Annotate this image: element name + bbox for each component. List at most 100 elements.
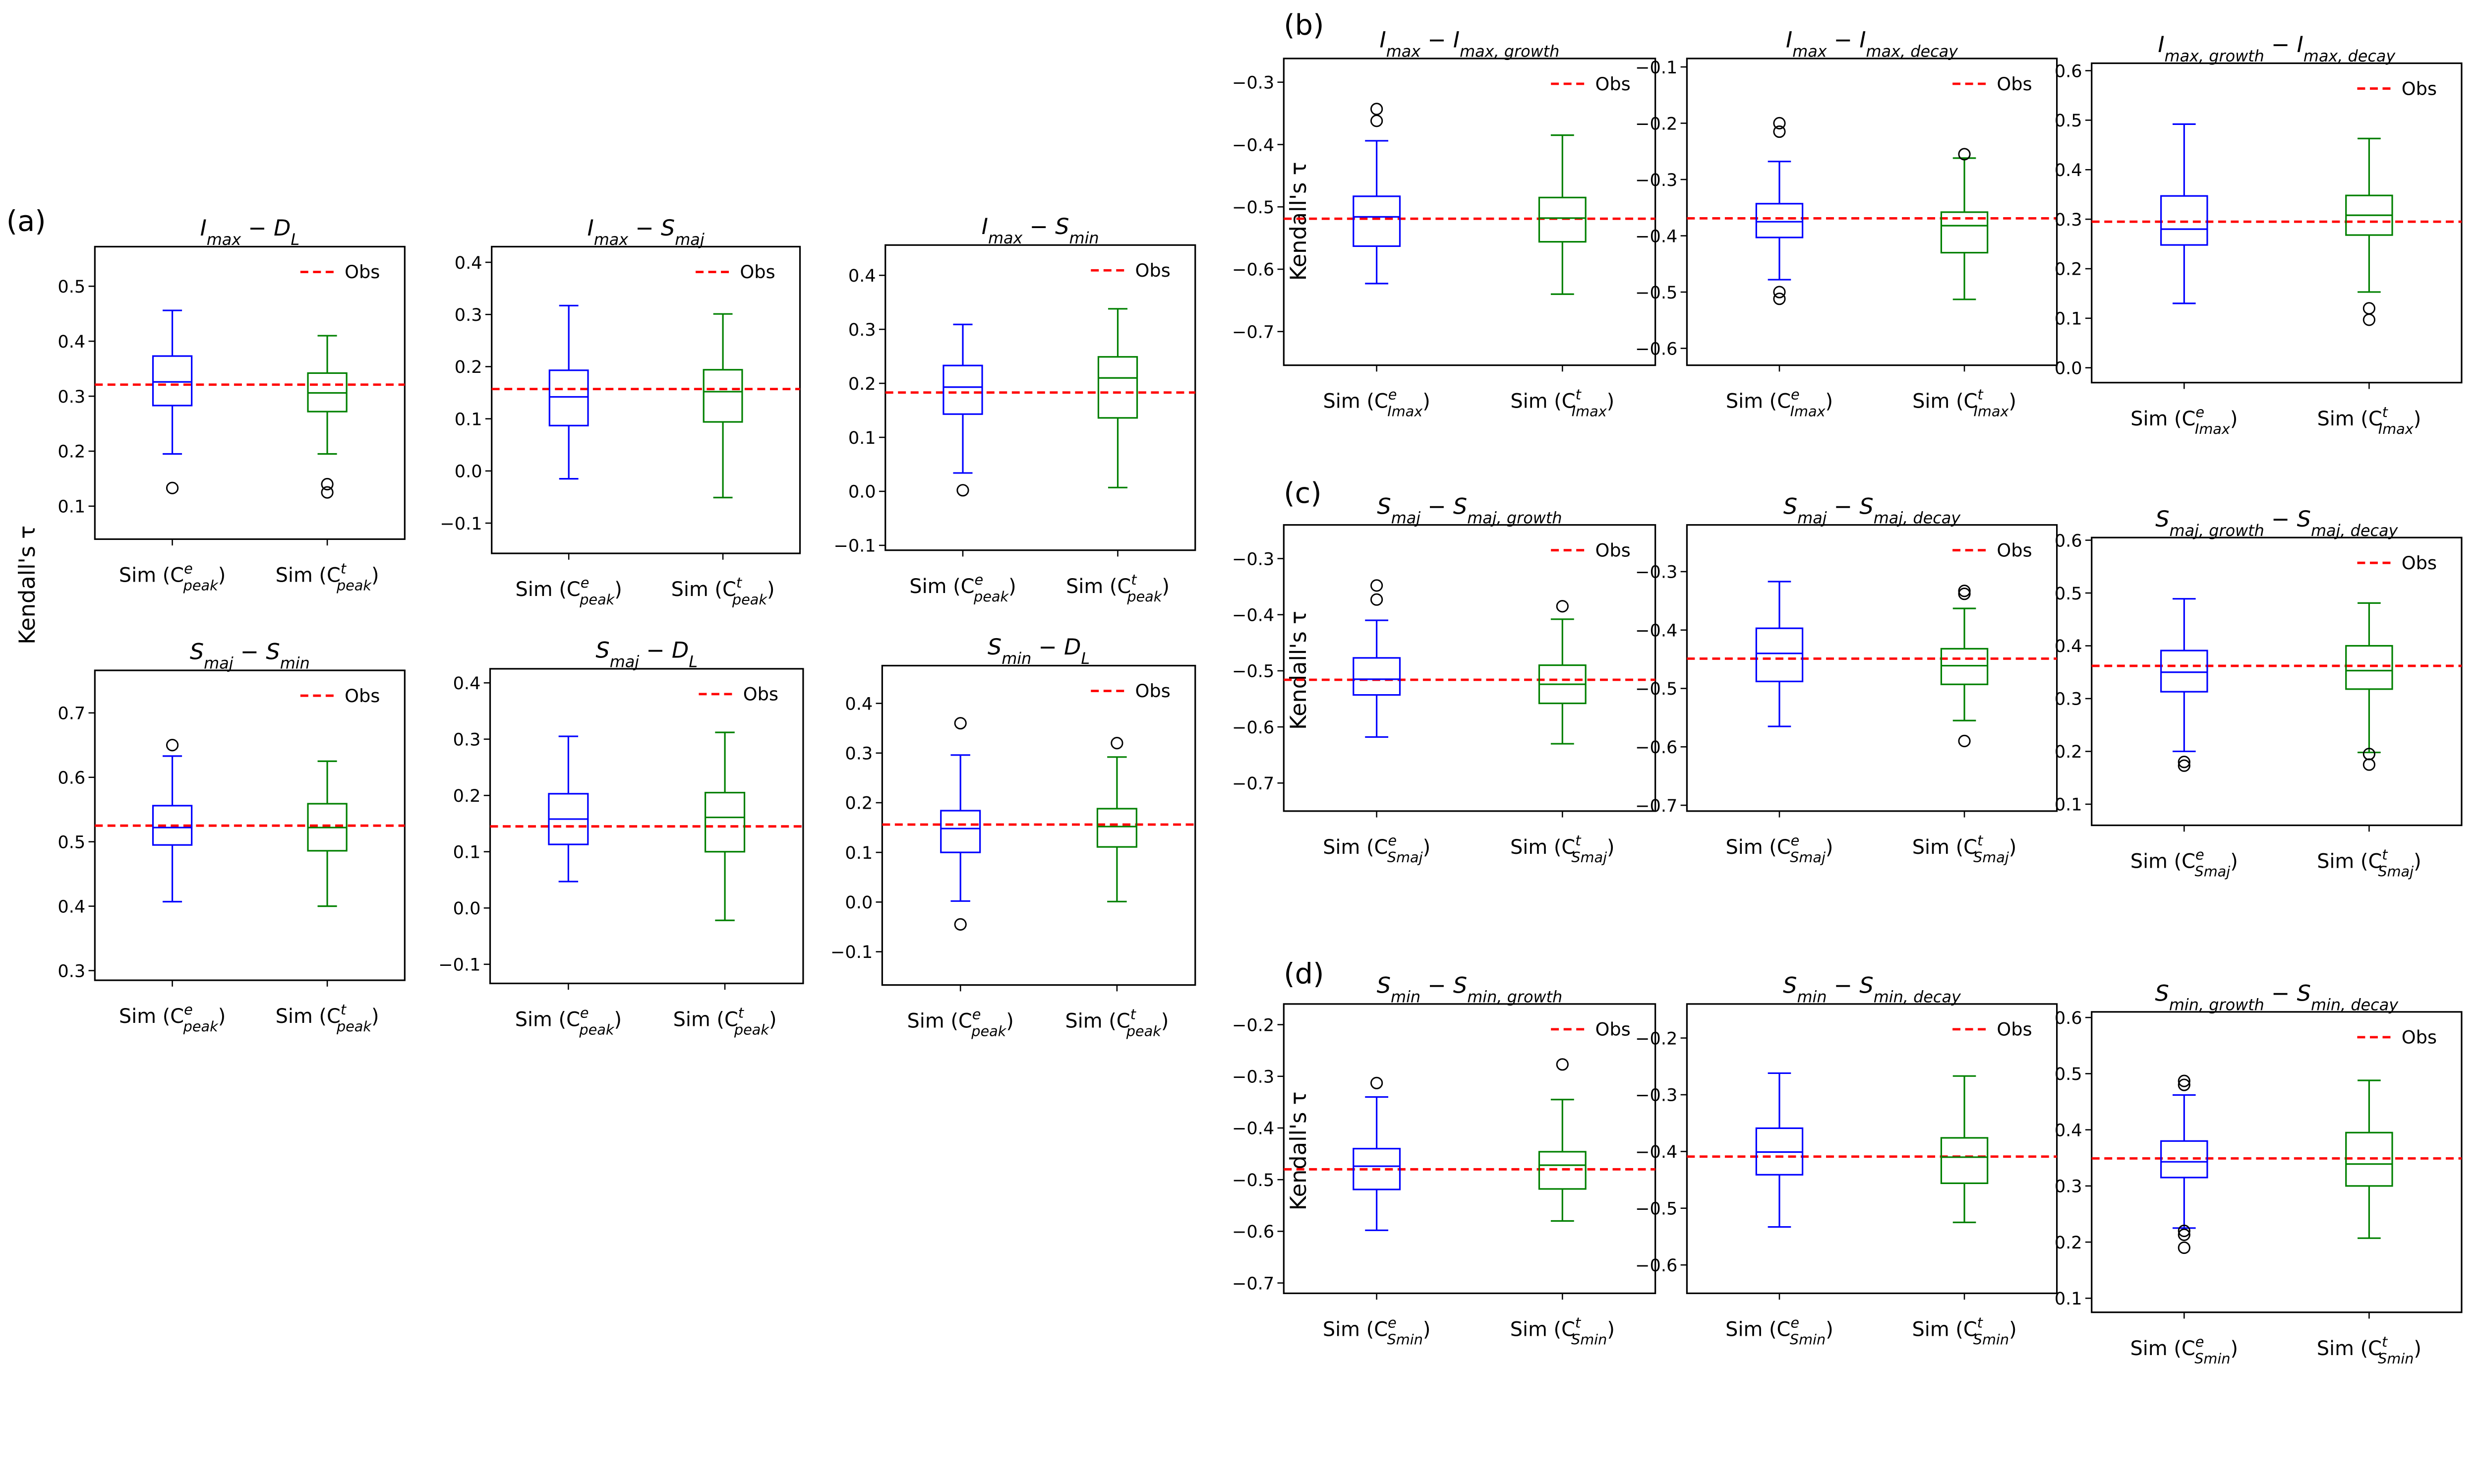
x-tick-subscript: peak xyxy=(1126,1023,1162,1040)
x-tick-superscript: t xyxy=(1131,571,1137,588)
y-tick-label: 0.2 xyxy=(58,442,85,462)
title-base: S xyxy=(2155,506,2169,532)
x-tick-prefix: Sim (C xyxy=(515,578,580,601)
x-tick-subscript: Imax xyxy=(1790,403,1826,420)
y-tick-label: 0.4 xyxy=(58,332,85,352)
title-subscript: max, growth xyxy=(2165,47,2264,65)
subplot-title: Smaj − Smaj, growth xyxy=(1377,493,1562,527)
plot-frame xyxy=(1283,524,1656,812)
outlier-point xyxy=(321,486,334,499)
y-tick-label: −0.1 xyxy=(833,536,876,556)
x-tick-superscript: t xyxy=(736,574,743,591)
y-tick-label: 0.1 xyxy=(58,497,85,517)
subplot-title: Imax − Imax, decay xyxy=(1786,27,1958,61)
title-base: S xyxy=(1377,493,1391,519)
outlier-point xyxy=(1370,593,1383,606)
iqr-box xyxy=(1353,195,1401,247)
x-tick-subscript: peak xyxy=(183,1018,219,1035)
x-tick-prefix: Sim (C xyxy=(1323,390,1388,413)
y-tick-label: −0.3 xyxy=(1635,1085,1677,1106)
outlier-point xyxy=(1370,1076,1383,1089)
subplot: Smaj − Smaj, growth −0.7 −0.6 −0.5 −0.4 −0.3 O… xyxy=(1232,493,1656,866)
title-subscript: maj xyxy=(610,653,640,671)
x-tick-label: Sim (Ct peak) xyxy=(1066,571,1170,605)
y-tick-label: −0.3 xyxy=(1232,73,1274,93)
iqr-box xyxy=(2160,650,2208,693)
box-sim-e xyxy=(2160,598,2208,772)
x-tick-subscript: peak xyxy=(732,591,767,608)
iqr-box xyxy=(152,355,193,407)
y-tick-label: −0.6 xyxy=(1232,260,1274,280)
outlier-point xyxy=(1958,148,1971,161)
x-tick-superscript: t xyxy=(2382,404,2389,420)
y-tick-label: −0.3 xyxy=(1232,1067,1274,1087)
iqr-box xyxy=(1538,196,1587,243)
plot-frame xyxy=(885,244,1196,551)
y-tick-label: 0.1 xyxy=(2055,795,2082,815)
plot-frame xyxy=(1686,58,2058,366)
x-tick-suffix: ) xyxy=(1423,836,1431,859)
outlier-point xyxy=(954,918,967,931)
box-sim-t xyxy=(1097,308,1138,488)
iqr-box xyxy=(548,369,589,426)
x-tick-prefix: Sim (C xyxy=(671,578,736,601)
y-tick-label: −0.5 xyxy=(1635,679,1677,699)
x-tick-prefix: Sim (C xyxy=(2130,850,2195,873)
x-tick-prefix: Sim (C xyxy=(1510,390,1575,413)
x-tick-superscript: t xyxy=(1977,832,1984,849)
x-tick-suffix: ) xyxy=(1006,1010,1014,1033)
legend-obs-label: Obs xyxy=(740,261,775,283)
y-tick-label: −0.2 xyxy=(1635,114,1677,134)
title-base: − S xyxy=(1420,973,1467,999)
x-tick-prefix: Sim (C xyxy=(1912,390,1977,413)
outlier-point xyxy=(1773,293,1786,305)
y-tick-label: −0.3 xyxy=(1635,170,1677,190)
outlier-point xyxy=(2178,1241,2190,1254)
x-tick-superscript: t xyxy=(1977,386,1984,403)
x-tick-label: Sim (Ce peak) xyxy=(515,1005,622,1038)
title-subscript: max, growth xyxy=(1460,42,1559,61)
x-tick-prefix: Sim (C xyxy=(1725,836,1790,859)
y-tick-label: 0.3 xyxy=(845,744,873,764)
x-tick-superscript: t xyxy=(1130,1006,1137,1023)
x-tick-label: Sim (Ct peak) xyxy=(1065,1006,1169,1040)
x-tick-superscript: e xyxy=(580,1005,589,1021)
x-tick-label: Sim (Ct Imax) xyxy=(1912,386,2016,420)
panel-label: (a) xyxy=(6,205,46,238)
legend-obs-label: Obs xyxy=(1997,1019,2032,1040)
outlier-point xyxy=(321,477,334,491)
title-base: S xyxy=(595,638,609,663)
y-tick-label: 0.4 xyxy=(2055,160,2082,180)
iqr-box xyxy=(152,805,193,846)
box-sim-t xyxy=(1538,134,1587,295)
iqr-box xyxy=(1097,356,1138,419)
outlier-point xyxy=(1111,737,1123,750)
title-subscript: max, decay xyxy=(1866,42,1959,61)
subplot-title: Imax − DL xyxy=(200,215,300,249)
iqr-box xyxy=(1353,657,1401,696)
y-tick-label: 0.5 xyxy=(2055,111,2082,131)
title-subscript: min xyxy=(1069,229,1099,247)
x-tick-label: Sim (Ct peak) xyxy=(276,1001,379,1035)
box-sim-t xyxy=(1940,585,1989,748)
x-tick-prefix: Sim (C xyxy=(1912,1318,1977,1341)
subplot-title: Smaj, growth − Smaj, decay xyxy=(2155,506,2398,540)
y-tick-label: 0.4 xyxy=(845,694,873,714)
y-tick-label: −0.4 xyxy=(1635,620,1677,641)
title-base: − D xyxy=(1031,634,1081,660)
title-subscript: min xyxy=(1797,988,1827,1007)
x-tick-subscript: peak xyxy=(971,1023,1006,1040)
x-tick-suffix: ) xyxy=(1161,1010,1169,1033)
y-tick-label: −0.5 xyxy=(1635,1199,1677,1219)
y-tick-label: 0.0 xyxy=(455,462,482,482)
y-tick-label: 0.2 xyxy=(453,786,481,806)
x-tick-label: Sim (Ce peak) xyxy=(909,571,1016,605)
x-tick-subscript: Smaj xyxy=(2195,863,2231,880)
y-tick-label: −0.6 xyxy=(1232,717,1274,738)
x-tick-suffix: ) xyxy=(1607,390,1615,413)
subplot: Imax − Imax, growth −0.7 −0.6 −0.5 −0.4 −0.3 O… xyxy=(1232,27,1656,420)
x-tick-superscript: e xyxy=(184,560,193,577)
x-tick-subscript: Smin xyxy=(2194,1350,2230,1367)
